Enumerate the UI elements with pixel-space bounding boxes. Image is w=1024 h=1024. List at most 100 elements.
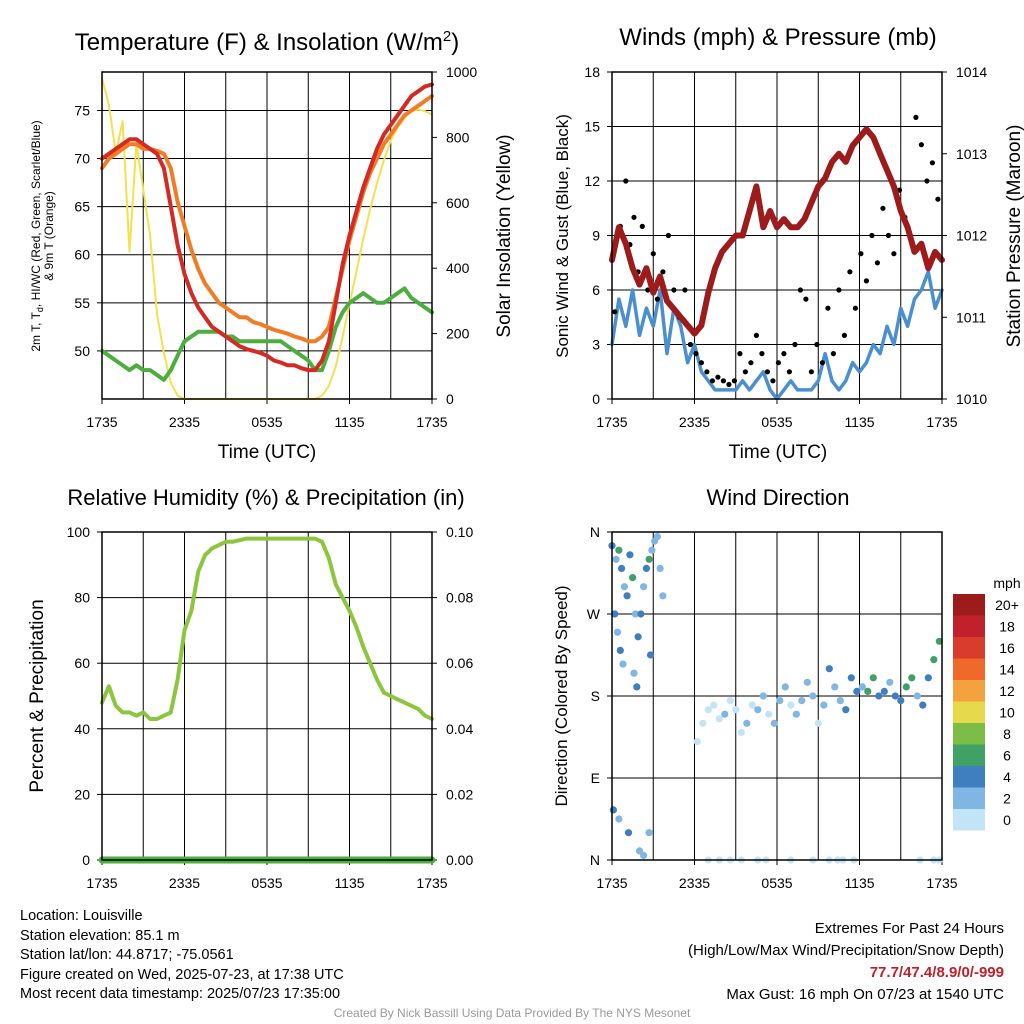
direction-point: [615, 546, 623, 554]
y-right-tick-label: 800: [446, 129, 470, 145]
direction-point: [648, 546, 656, 554]
gust-point: [819, 360, 826, 366]
gust-point: [918, 142, 925, 148]
gust-point: [880, 205, 886, 211]
legend-swatch: [953, 680, 985, 702]
plot-border: [611, 531, 943, 861]
gust-point: [631, 214, 637, 220]
extremes-heading: Extremes For Past 24 Hours: [814, 920, 1004, 937]
legend-label: 10: [999, 704, 1015, 720]
credit-line: Created By Nick Bassill Using Data Provi…: [333, 1006, 691, 1020]
gust-point: [836, 287, 842, 293]
temperature-title: Temperature (F) & Insolation (W/m2): [75, 28, 459, 56]
y-tick-label: 70: [74, 151, 90, 167]
temperature-ylabel-line2: & 9m T (Orange): [42, 191, 56, 281]
gust-point: [841, 332, 848, 338]
x-tick-label: 1735: [596, 875, 627, 891]
y-tick-label: 20: [74, 786, 90, 802]
x-tick-label: 1735: [416, 875, 447, 891]
gust-point: [726, 381, 732, 388]
station-elevation: Station elevation: 85.1 m: [20, 927, 180, 944]
humidity-plot-area: 1735 2335 0535 1135 1735 0 20 40 60 80 100 0.00 0.02…: [67, 524, 474, 891]
gust-point: [869, 232, 875, 239]
gust-point: [924, 178, 930, 184]
direction-point: [864, 687, 872, 696]
plot-border: [101, 71, 433, 400]
plot-border: [611, 71, 943, 400]
y-right-tick-label: 1013: [956, 146, 987, 162]
gust-point: [797, 287, 804, 293]
humidity-title: Relative Humidity (%) & Precipitation (i…: [67, 485, 464, 510]
direction-point: [765, 710, 773, 718]
max-gust: Max Gust: 16 mph On 07/23 at 1540 UTC: [726, 986, 1004, 1003]
gust-point: [770, 378, 776, 384]
gust-point: [715, 374, 721, 380]
legend-label: 4: [1003, 769, 1011, 785]
direction-point: [640, 851, 648, 860]
direction-panel: Wind Direction 1735 2335 0535 1135 1735 N E S W N…: [552, 485, 1021, 891]
y-tick-label: 50: [74, 343, 90, 359]
direction-point: [754, 706, 762, 714]
y-tick-label: 15: [584, 119, 600, 135]
y-tick-label: N: [590, 524, 600, 540]
gust-point: [803, 296, 809, 302]
temperature-plot-area: 1735 2335 0535 1135 1735 50 55 60 65 70 75 0 200 400 6…: [74, 64, 477, 430]
direction-point: [609, 806, 618, 814]
direction-point: [770, 719, 778, 727]
gust-point: [764, 369, 771, 375]
direction-point: [646, 651, 655, 659]
x-tick-label: 0535: [251, 414, 282, 430]
direction-point: [803, 678, 811, 686]
direction-point: [913, 692, 921, 700]
direction-point: [891, 692, 899, 700]
direction-point: [886, 678, 894, 686]
gust-point: [825, 305, 831, 311]
series-line-9m-t: [100, 94, 434, 344]
winds-plot-area: 1735 2335 0535 1135 1735 0 3 6 9 12 15 18 1010 1011 10…: [584, 64, 987, 430]
winds-ylabel-left: Sonic Wind & Gust (Blue, Black): [553, 114, 572, 358]
direction-point: [721, 710, 729, 718]
direction-point: [836, 697, 844, 705]
direction-point: [814, 719, 822, 727]
gust-point: [874, 260, 881, 266]
y-right-tick-label: 1011: [956, 309, 986, 325]
direction-point: [748, 701, 756, 709]
gust-point: [665, 232, 672, 239]
direction-title: Wind Direction: [706, 485, 849, 510]
direction-point: [659, 592, 667, 600]
direction-point: [616, 646, 624, 655]
legend-title: mph: [993, 575, 1020, 591]
y-tick-label: 100: [67, 524, 91, 540]
direction-point: [613, 628, 622, 636]
y-right-tick-label: 1000: [446, 64, 477, 80]
direction-point: [637, 610, 645, 618]
gust-point: [682, 287, 688, 293]
y-tick-label: 60: [74, 655, 90, 671]
direction-point: [880, 687, 888, 696]
direction-point: [612, 555, 620, 563]
temperature-ylabel-left: 2m T, Td, HI/WC (Red, Green, Scarlet/Blu…: [29, 120, 56, 351]
station-latlon: Station lat/lon: 44.8717; -75.0561: [20, 947, 234, 964]
temperature-ylabel-right: Solar Insolation (Yellow): [494, 134, 515, 337]
extremes-summary: Extremes For Past 24 Hours (High/Low/Max…: [688, 918, 1004, 1006]
x-tick-label: 1135: [334, 414, 364, 430]
direction-point: [611, 610, 619, 618]
humidity-panel: Relative Humidity (%) & Precipitation (i…: [27, 485, 473, 891]
humidity-ylabel-left: Percent & Precipitation: [27, 599, 48, 792]
y-tick-label: S: [591, 688, 600, 704]
gust-point: [885, 232, 892, 239]
legend-swatch: [953, 658, 985, 680]
temperature-xlabel: Time (UTC): [218, 442, 317, 463]
x-tick-label: 0535: [761, 414, 792, 430]
direction-point: [831, 683, 839, 691]
direction-point: [629, 574, 637, 582]
direction-point: [715, 715, 723, 723]
direction-point: [825, 665, 833, 673]
direction-point: [842, 706, 850, 714]
direction-point: [847, 674, 855, 682]
direction-point: [737, 728, 745, 737]
legend-label: 12: [999, 683, 1015, 699]
x-tick-label: 2335: [679, 875, 710, 891]
legend-label: 2: [1003, 790, 1011, 806]
direction-point: [631, 610, 640, 618]
